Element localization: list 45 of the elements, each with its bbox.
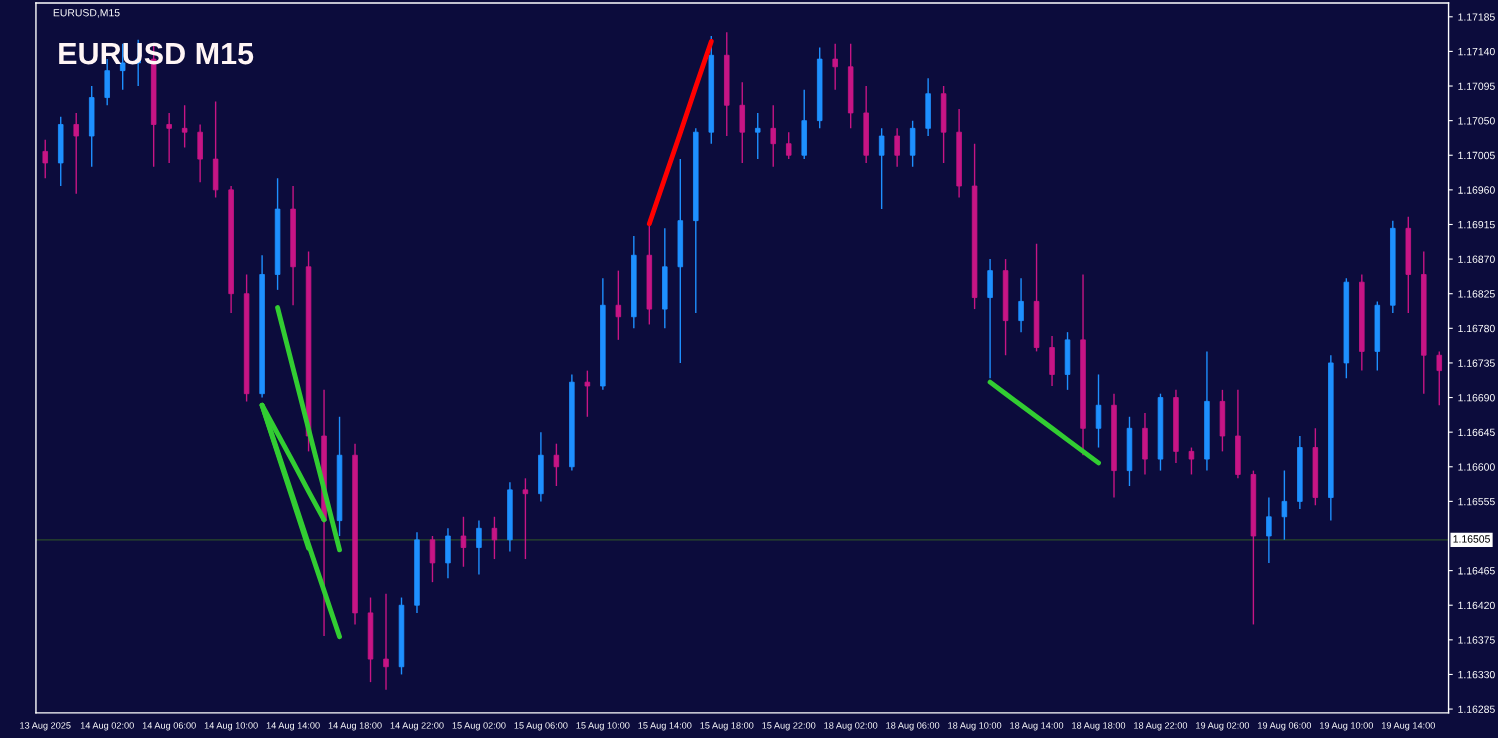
- x-tick-label: 15 Aug 14:00: [638, 722, 692, 731]
- x-tick-label: 14 Aug 22:00: [390, 722, 444, 731]
- y-tick-label: 1.17185: [1458, 13, 1495, 21]
- x-tick-label: 18 Aug 02:00: [824, 722, 878, 731]
- x-tick-label: 18 Aug 18:00: [1072, 722, 1126, 731]
- y-tick-label: 1.16465: [1458, 567, 1495, 575]
- y-tick-label: 1.16645: [1458, 428, 1495, 437]
- x-tick-label: 15 Aug 06:00: [514, 722, 568, 731]
- x-tick-label: 14 Aug 02:00: [80, 722, 134, 731]
- y-tick-label: 1.16915: [1458, 220, 1495, 229]
- y-tick-label: 1.16780: [1458, 324, 1495, 333]
- y-tick-label: 1.16870: [1458, 255, 1495, 263]
- y-tick-label: 1.16420: [1458, 601, 1495, 610]
- y-tick-label: 1.16960: [1458, 186, 1495, 194]
- y-tick-label: 1.16285: [1458, 705, 1495, 713]
- x-tick-label: 19 Aug 06:00: [1258, 722, 1312, 731]
- y-tick-label: 1.16330: [1458, 670, 1495, 679]
- x-tick-label: 15 Aug 18:00: [700, 722, 754, 731]
- y-tick-label: 1.17005: [1458, 151, 1495, 160]
- y-tick-label: 1.17050: [1458, 117, 1495, 125]
- y-tick-label: 1.16555: [1458, 497, 1495, 506]
- x-tick-label: 15 Aug 02:00: [452, 722, 506, 731]
- ref-line-label: 1.16505: [1453, 535, 1490, 543]
- x-tick-label: 18 Aug 22:00: [1134, 722, 1188, 731]
- x-tick-label: 19 Aug 02:00: [1196, 722, 1250, 731]
- y-tick-label: 1.16735: [1458, 359, 1495, 367]
- y-tick-label: 1.16690: [1458, 394, 1495, 402]
- x-tick-label: 14 Aug 18:00: [328, 722, 382, 731]
- y-tick-label: 1.17140: [1458, 47, 1495, 56]
- x-tick-label: 14 Aug 10:00: [204, 722, 258, 731]
- x-tick-label: 18 Aug 06:00: [886, 722, 940, 731]
- x-tick-label: 14 Aug 06:00: [142, 722, 196, 731]
- x-tick-label: 19 Aug 14:00: [1381, 722, 1435, 731]
- x-tick-label: 15 Aug 10:00: [576, 722, 630, 731]
- x-tick-label: 15 Aug 22:00: [762, 722, 816, 731]
- x-tick-label: 18 Aug 10:00: [948, 722, 1002, 731]
- annotation: EURUSD,M15: [53, 9, 120, 18]
- x-tick-label: 13 Aug 2025: [20, 722, 71, 731]
- y-tick-label: 1.16600: [1458, 463, 1495, 471]
- x-tick-label: 14 Aug 14:00: [266, 722, 320, 731]
- y-tick-label: 1.16375: [1458, 636, 1495, 644]
- x-tick-label: 18 Aug 14:00: [1010, 722, 1064, 731]
- y-tick-label: 1.17095: [1458, 82, 1495, 90]
- y-tick-label: 1.16825: [1458, 290, 1495, 298]
- x-tick-label: 19 Aug 10:00: [1320, 722, 1373, 731]
